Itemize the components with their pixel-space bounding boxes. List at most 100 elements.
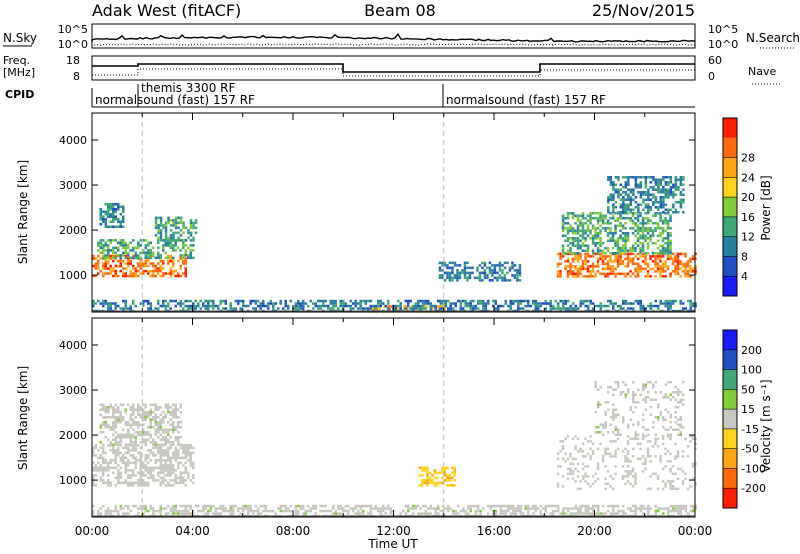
power-echo-cell (619, 234, 622, 237)
velocity-echo-cell (109, 484, 112, 487)
power-echo-cell (679, 203, 683, 206)
power-echo-cell (152, 272, 155, 275)
velocity-echo-cell (252, 509, 255, 513)
velocity-echo-cell (604, 413, 607, 416)
power-echo-cell (129, 262, 132, 265)
power-echo-cell (667, 176, 670, 179)
power-echo-cell (446, 264, 449, 267)
power-echo-cell (661, 222, 665, 225)
velocity-echo-cell (644, 386, 647, 389)
velocity-echo-cell (559, 450, 562, 453)
velocity-echo-cell (104, 421, 107, 424)
power-echo-cell (654, 252, 657, 255)
velocity-echo-cell (637, 388, 640, 391)
velocity-echo-cell (184, 451, 187, 455)
power-echo-cell (102, 215, 105, 218)
power-echo-cell (147, 307, 150, 310)
power-echo-cell (534, 299, 537, 303)
power-echo-cell (174, 224, 178, 227)
power-echo-cell (172, 299, 175, 303)
velocity-echo-cell (149, 423, 152, 426)
power-echo-cell (137, 269, 140, 273)
power-echo-cell (297, 304, 300, 308)
velocity-echo-cell (574, 447, 577, 451)
velocity-echo-cell (134, 481, 137, 485)
power-echo-cell (107, 304, 110, 308)
velocity-echo-cell (597, 504, 600, 508)
velocity-echo-cell (669, 413, 672, 416)
velocity-echo-cell (614, 388, 617, 391)
power-echo-cell (112, 246, 115, 250)
power-echo-cell (626, 234, 630, 237)
velocity-echo-cell (617, 386, 620, 389)
power-echo-cell (584, 222, 587, 225)
velocity-echo-cell (669, 398, 672, 401)
power-echo-cell (679, 201, 683, 204)
power-echo-cell (611, 239, 615, 242)
velocity-echo-cell (139, 481, 142, 485)
power-echo-cell (561, 252, 565, 255)
velocity-echo-cell (139, 413, 142, 416)
velocity-echo-cell (612, 509, 615, 513)
velocity-echo-cell (102, 423, 105, 426)
power-echo-cell (682, 302, 685, 305)
velocity-echo-cell (649, 381, 652, 384)
velocity-echo-cell (177, 451, 180, 455)
power-echo-cell (324, 304, 327, 308)
power-echo-cell (686, 272, 690, 276)
power-echo-cell (649, 237, 652, 240)
power-echo-cell (149, 254, 152, 257)
power-echo-cell (624, 272, 627, 276)
power-echo-cell (174, 274, 177, 278)
power-echo-cell (438, 261, 442, 265)
velocity-echo-cell (189, 456, 192, 460)
power-echo-cell (616, 272, 620, 276)
velocity-echo-cell (561, 475, 565, 478)
power-echo-cell (219, 302, 222, 305)
power-echo-cell (463, 276, 467, 280)
power-echo-cell (609, 299, 612, 303)
power-echo-cell (114, 307, 117, 310)
power-echo-cell (289, 299, 292, 303)
velocity-echo-cell (617, 433, 620, 436)
velocity-echo-cell (119, 459, 122, 462)
velocity-echo-cell (477, 509, 480, 513)
power-echo-cell (642, 307, 645, 310)
power-echo-cell (571, 265, 575, 268)
velocity-echo-cell (626, 460, 630, 463)
velocity-echo-cell (154, 416, 157, 419)
power-echo-cell (666, 224, 670, 227)
power-echo-cell (669, 242, 672, 245)
power-echo-cell (334, 304, 337, 308)
velocity-echo-cell (159, 466, 162, 470)
power-echo-cell (493, 269, 497, 272)
power-echo-cell (677, 178, 680, 181)
power-echo-cell (569, 224, 572, 227)
power-echo-cell (624, 208, 628, 211)
power-echo-cell (654, 201, 658, 204)
velocity-echo-cell (337, 504, 340, 508)
velocity-echo-cell (407, 507, 410, 510)
velocity-echo-cell (154, 431, 157, 434)
velocity-echo-cell (152, 507, 155, 510)
velocity-echo-cell (109, 443, 112, 446)
power-echo-cell (622, 201, 625, 204)
velocity-echo-cell (109, 449, 112, 452)
power-echo-cell (194, 221, 198, 225)
power-echo-cell (466, 266, 469, 270)
velocity-echo-cell (424, 512, 427, 515)
power-echo-cell (127, 264, 130, 268)
power-echo-cell (139, 256, 142, 260)
power-echo-cell (92, 299, 95, 303)
velocity-echo-cell (129, 449, 132, 452)
velocity-echo-cell (157, 426, 160, 429)
power-echo-cell (487, 299, 490, 303)
power-echo-cell (601, 214, 605, 217)
power-echo-cell (478, 276, 482, 280)
velocity-echo-cell (674, 386, 677, 389)
velocity-echo-cell (686, 445, 690, 448)
power-echo-cell (609, 183, 613, 186)
power-echo-cell (169, 239, 173, 242)
power-echo-cell (164, 234, 168, 237)
velocity-echo-cell (104, 411, 107, 414)
